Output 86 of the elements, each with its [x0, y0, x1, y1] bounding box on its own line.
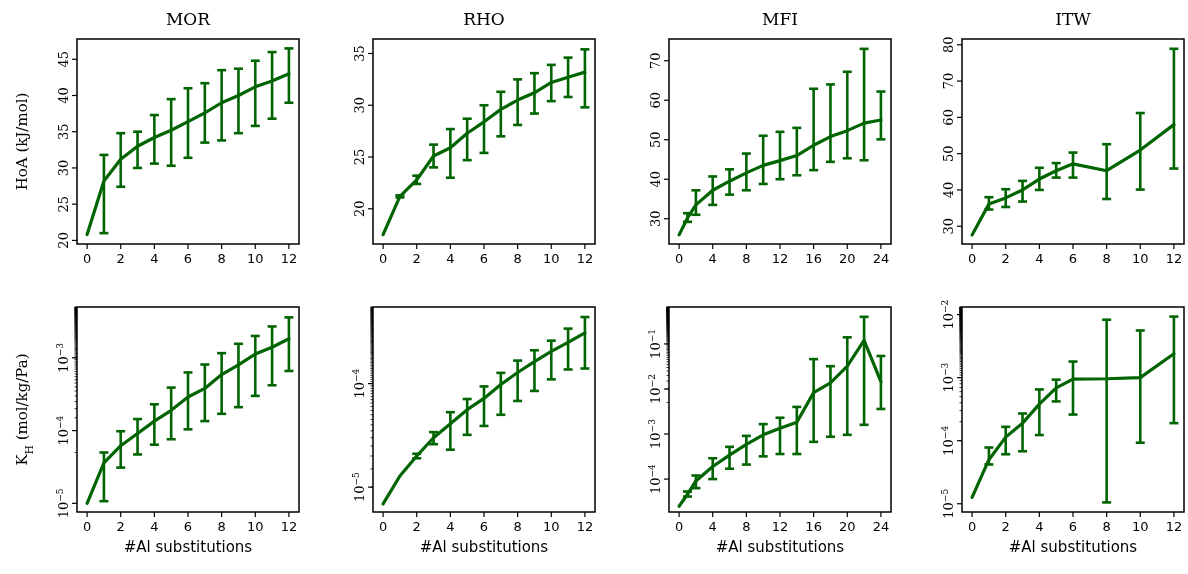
x-tick-label: 8 [742, 519, 751, 534]
x-tick-label: 4 [446, 251, 455, 266]
y-tick-label: 20 [352, 200, 367, 218]
x-tick-label: 0 [674, 251, 684, 266]
x-tick-label: 8 [513, 251, 522, 266]
chart-title: MFI [762, 9, 798, 29]
x-tick-label: 2 [116, 519, 125, 534]
y-tick-label: 20 [56, 232, 71, 249]
x-tick-label: 4 [1035, 519, 1044, 534]
x-tick-label: 0 [967, 251, 977, 266]
x-tick-label: 0 [82, 519, 92, 534]
x-tick-label: 12 [280, 251, 298, 266]
x-tick-label: 6 [479, 519, 489, 534]
x-tick-label: 4 [708, 519, 717, 534]
x-tick-label: 6 [183, 519, 193, 534]
x-tick-label: 16 [805, 519, 822, 534]
x-tick-label: 20 [839, 251, 856, 266]
x-tick-label: 10 [543, 251, 560, 266]
chart-title: ITW [1055, 9, 1092, 29]
x-tick-label: 8 [217, 519, 226, 534]
x-tick-label: 12 [771, 251, 789, 266]
x-tick-label: 24 [872, 519, 890, 534]
x-tick-label: 0 [82, 251, 92, 266]
x-tick-label: 6 [1068, 519, 1078, 534]
x-tick-label: 16 [805, 251, 822, 266]
y-tick-label: 70 [648, 52, 663, 69]
x-tick-label: 10 [247, 519, 264, 534]
x-tick-label: 4 [1035, 251, 1044, 266]
x-tick-label: 12 [1165, 251, 1183, 266]
y-tick-label: 40 [648, 170, 663, 188]
x-tick-label: 2 [1001, 251, 1010, 266]
x-tick-label: 8 [742, 251, 751, 266]
y-tick-label: 30 [56, 159, 71, 177]
chart-title: RHO [463, 9, 505, 29]
y-tick-label: 60 [941, 109, 956, 126]
x-tick-label: 4 [150, 251, 159, 266]
y-tick-label: 35 [352, 45, 367, 62]
x-tick-label: 4 [446, 519, 455, 534]
x-tick-label: 0 [378, 519, 388, 534]
y-tick-label: 25 [56, 195, 71, 213]
x-tick-label: 4 [708, 251, 717, 266]
x-tick-label: 2 [1001, 519, 1010, 534]
x-tick-label: 20 [839, 519, 856, 534]
x-tick-label: 8 [217, 251, 226, 266]
x-tick-label: 24 [872, 251, 890, 266]
x-axis-title: #Al substitutions [715, 538, 845, 556]
x-tick-label: 6 [479, 251, 489, 266]
x-tick-label: 10 [247, 251, 264, 266]
x-tick-label: 10 [1132, 251, 1149, 266]
x-tick-label: 6 [183, 251, 193, 266]
x-tick-label: 8 [1102, 251, 1111, 266]
x-tick-label: 10 [1132, 519, 1149, 534]
x-axis-title: #Al substitutions [123, 538, 253, 556]
x-tick-label: 0 [674, 519, 684, 534]
x-tick-label: 2 [412, 519, 421, 534]
x-tick-label: 12 [576, 519, 594, 534]
x-tick-label: 6 [1068, 251, 1078, 266]
x-tick-label: 0 [378, 251, 388, 266]
y-tick-label: 70 [941, 72, 956, 90]
y-tick-label: 25 [352, 148, 367, 166]
y-tick-label: 40 [941, 181, 956, 199]
y-tick-label: 50 [941, 145, 956, 162]
y-tick-label: 35 [56, 123, 71, 140]
x-tick-label: 12 [1165, 519, 1183, 534]
y-axis-title: HoA (kJ/mol) [13, 92, 31, 191]
x-axis-title: #Al substitutions [419, 538, 549, 556]
y-tick-label: 50 [648, 131, 663, 148]
chart-title: MOR [165, 9, 212, 29]
y-tick-label: 40 [56, 87, 71, 104]
x-tick-label: 12 [280, 519, 298, 534]
x-tick-label: 10 [543, 519, 560, 534]
x-tick-label: 12 [771, 519, 789, 534]
x-tick-label: 4 [150, 519, 159, 534]
y-tick-label: 60 [648, 91, 663, 109]
y-tick-label: 30 [648, 210, 663, 227]
x-axis-title: #Al substitutions [1008, 538, 1138, 556]
y-tick-label: 30 [352, 96, 367, 114]
y-tick-label: 30 [941, 217, 956, 235]
x-tick-label: 2 [412, 251, 421, 266]
x-tick-label: 12 [576, 251, 594, 266]
y-tick-label: 45 [56, 51, 71, 68]
x-tick-label: 8 [513, 519, 522, 534]
x-tick-label: 2 [116, 251, 125, 266]
y-tick-label: 80 [941, 36, 956, 54]
x-tick-label: 8 [1102, 519, 1111, 534]
x-tick-label: 0 [967, 519, 977, 534]
